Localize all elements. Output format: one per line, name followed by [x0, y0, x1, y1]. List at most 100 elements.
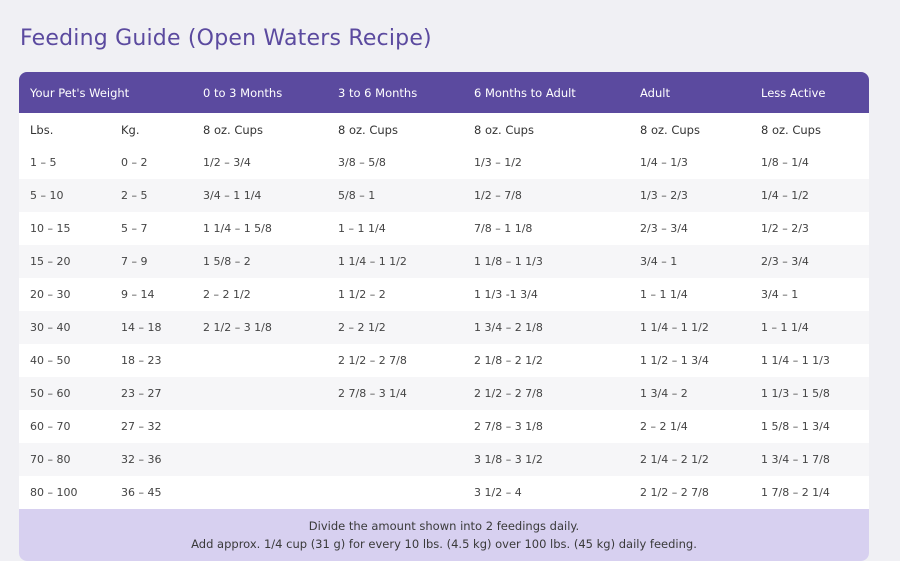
table-header-row: Your Pet's Weight 0 to 3 Months 3 to 6 M…: [19, 72, 869, 113]
subheader-cups: 8 oz. Cups: [750, 113, 869, 146]
table-cell: 1 7/8 – 2 1/4: [750, 476, 869, 509]
table-cell: 1 1/4 – 1 5/8: [192, 212, 327, 245]
table-cell: 5/8 – 1: [327, 179, 463, 212]
table-row: 50 – 60 23 – 27 2 7/8 – 3 1/4 2 1/2 – 2 7/8…: [19, 377, 869, 410]
table-cell: 2/3 – 3/4: [629, 212, 750, 245]
header-weight: Your Pet's Weight: [19, 72, 192, 113]
table-cell: 3 1/8 – 3 1/2: [463, 443, 629, 476]
table-cell: 2 – 2 1/4: [629, 410, 750, 443]
table-row: 30 – 40 14 – 18 2 1/2 – 3 1/8 2 – 2 1/2 1 3/…: [19, 311, 869, 344]
subheader-cups: 8 oz. Cups: [463, 113, 629, 146]
table-cell: 1 – 1 1/4: [327, 212, 463, 245]
table-cell: 36 – 45: [110, 476, 192, 509]
page-title: Feeding Guide (Open Waters Recipe): [20, 26, 432, 51]
table-cell: 9 – 14: [110, 278, 192, 311]
table-cell: 50 – 60: [19, 377, 110, 410]
table-cell: [327, 443, 463, 476]
table-cell: 1 3/4 – 1 7/8: [750, 443, 869, 476]
header-adult: Adult: [629, 72, 750, 113]
table-cell: 3/4 – 1: [750, 278, 869, 311]
table-cell: 18 – 23: [110, 344, 192, 377]
table-cell: 20 – 30: [19, 278, 110, 311]
table-cell: 2 1/2 – 2 7/8: [629, 476, 750, 509]
table-cell: 1 – 1 1/4: [750, 311, 869, 344]
footer-line-1: Divide the amount shown into 2 feedings …: [308, 519, 580, 533]
table-cell: 1 5/8 – 1 3/4: [750, 410, 869, 443]
footer-note: Divide the amount shown into 2 feedings …: [19, 509, 869, 561]
table-cell: 1 1/4 – 1 1/3: [750, 344, 869, 377]
table-cell: 1 1/2 – 1 3/4: [629, 344, 750, 377]
table-cell: 1 – 5: [19, 146, 110, 179]
table-subheader-row: Lbs. Kg. 8 oz. Cups 8 oz. Cups 8 oz. Cup…: [19, 113, 869, 146]
table-cell: 2 – 2 1/2: [327, 311, 463, 344]
table-cell: 1 – 1 1/4: [629, 278, 750, 311]
table-cell: [327, 476, 463, 509]
table-cell: 5 – 7: [110, 212, 192, 245]
table-cell: 7/8 – 1 1/8: [463, 212, 629, 245]
table-cell: 1 3/4 – 2: [629, 377, 750, 410]
header-6-months-adult: 6 Months to Adult: [463, 72, 629, 113]
table-cell: 80 – 100: [19, 476, 110, 509]
table-cell: 23 – 27: [110, 377, 192, 410]
table-row: 40 – 50 18 – 23 2 1/2 – 2 7/8 2 1/8 – 2 1/2…: [19, 344, 869, 377]
feeding-table: Your Pet's Weight 0 to 3 Months 3 to 6 M…: [19, 72, 869, 509]
table-cell: 2/3 – 3/4: [750, 245, 869, 278]
table-cell: 7 – 9: [110, 245, 192, 278]
table-cell: 3/8 – 5/8: [327, 146, 463, 179]
table-cell: 1 1/3 -1 3/4: [463, 278, 629, 311]
table-cell: 2 7/8 – 3 1/4: [327, 377, 463, 410]
table-cell: 14 – 18: [110, 311, 192, 344]
table-cell: 2 – 5: [110, 179, 192, 212]
table-cell: 1 5/8 – 2: [192, 245, 327, 278]
footer-line-2: Add approx. 1/4 cup (31 g) for every 10 …: [191, 537, 697, 551]
table-cell: 1/8 – 1/4: [750, 146, 869, 179]
table-cell: 30 – 40: [19, 311, 110, 344]
table-cell: [192, 443, 327, 476]
table-cell: 2 1/4 – 2 1/2: [629, 443, 750, 476]
table-row: 70 – 80 32 – 36 3 1/8 – 3 1/2 2 1/4 – 2 1/2…: [19, 443, 869, 476]
table-cell: [192, 377, 327, 410]
table-cell: 1 1/3 – 1 5/8: [750, 377, 869, 410]
table-cell: 2 – 2 1/2: [192, 278, 327, 311]
table-cell: [192, 344, 327, 377]
table-cell: 2 7/8 – 3 1/8: [463, 410, 629, 443]
table-cell: 1 1/4 – 1 1/2: [629, 311, 750, 344]
table-cell: 15 – 20: [19, 245, 110, 278]
subheader-lbs: Lbs.: [19, 113, 110, 146]
table-cell: 1/3 – 1/2: [463, 146, 629, 179]
table-cell: 3/4 – 1: [629, 245, 750, 278]
table-cell: 1/2 – 7/8: [463, 179, 629, 212]
table-cell: 0 – 2: [110, 146, 192, 179]
table-cell: 1/2 – 3/4: [192, 146, 327, 179]
table-cell: 60 – 70: [19, 410, 110, 443]
table-cell: [192, 410, 327, 443]
table-cell: 2 1/2 – 2 7/8: [463, 377, 629, 410]
table-cell: 27 – 32: [110, 410, 192, 443]
subheader-cups: 8 oz. Cups: [327, 113, 463, 146]
table-cell: 2 1/8 – 2 1/2: [463, 344, 629, 377]
table-cell: 1/4 – 1/3: [629, 146, 750, 179]
header-less-active: Less Active: [750, 72, 869, 113]
table-cell: 32 – 36: [110, 443, 192, 476]
table-cell: 1 1/8 – 1 1/3: [463, 245, 629, 278]
table-cell: [327, 410, 463, 443]
table-cell: 5 – 10: [19, 179, 110, 212]
table-row: 60 – 70 27 – 32 2 7/8 – 3 1/8 2 – 2 1/4 1 5/…: [19, 410, 869, 443]
table-cell: 3 1/2 – 4: [463, 476, 629, 509]
table-cell: 70 – 80: [19, 443, 110, 476]
table-cell: 1/4 – 1/2: [750, 179, 869, 212]
table-cell: 2 1/2 – 3 1/8: [192, 311, 327, 344]
table-cell: 2 1/2 – 2 7/8: [327, 344, 463, 377]
table-cell: 3/4 – 1 1/4: [192, 179, 327, 212]
subheader-cups: 8 oz. Cups: [629, 113, 750, 146]
table-cell: [192, 476, 327, 509]
table-cell: 10 – 15: [19, 212, 110, 245]
subheader-kg: Kg.: [110, 113, 192, 146]
table-cell: 40 – 50: [19, 344, 110, 377]
feeding-guide-card: Your Pet's Weight 0 to 3 Months 3 to 6 M…: [19, 72, 869, 561]
table-cell: 1 1/4 – 1 1/2: [327, 245, 463, 278]
